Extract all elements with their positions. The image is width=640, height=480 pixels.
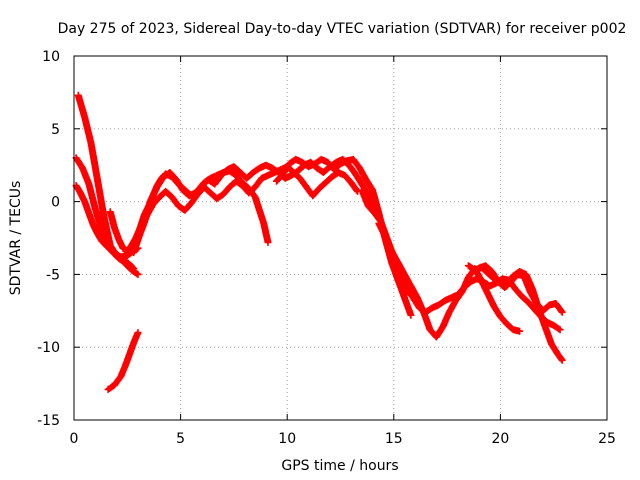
x-tick-label: 10 [278,431,296,447]
x-tick-label: 20 [491,431,509,447]
x-tick-label: 25 [598,431,616,447]
y-tick-label: 5 [51,122,60,138]
series-arc-3 [72,182,142,278]
data-point-markers [475,262,566,316]
x-tick-label: 15 [385,431,403,447]
series-arc-10 [375,219,524,341]
series-arc-8 [273,155,415,319]
grid [74,56,607,420]
y-axis-label: SDTVAR / TECUs [8,181,24,296]
y-tick-label: -10 [37,340,60,356]
chart-title: Day 275 of 2023, Sidereal Day-to-day VTE… [58,21,627,37]
y-tick-label: -5 [46,267,60,283]
data-point-markers [273,155,415,319]
x-axis-label: GPS time / hours [281,458,398,474]
y-tick-label: -15 [37,413,60,429]
x-tick-label: 0 [70,431,79,447]
data-point-markers [375,219,524,341]
y-tick-label: 0 [51,195,60,211]
series-arc-4 [104,329,142,393]
axis-ticks: 0 5 10 15 20 25 -15 -10 -5 0 5 10 [37,49,616,447]
data-series [72,91,566,393]
data-point-markers [72,182,142,278]
data-point-markers [104,329,142,393]
y-tick-label: 10 [42,49,60,65]
plot-frame [73,55,608,421]
x-tick-label: 5 [176,431,185,447]
series-arc-12 [475,262,566,316]
